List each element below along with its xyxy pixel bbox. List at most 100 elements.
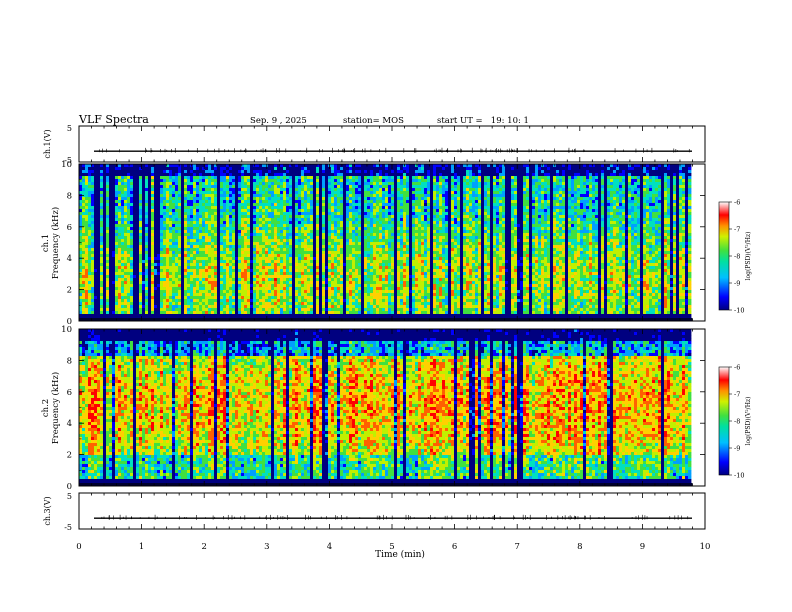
spectrogram-cell — [142, 209, 146, 213]
spectrogram-cell — [184, 314, 188, 318]
spectrogram-cell — [208, 164, 212, 168]
spectrogram-cell — [112, 266, 116, 270]
spectrogram-cell — [100, 188, 104, 192]
spectrogram-cell — [298, 179, 302, 183]
spectrogram-cell — [346, 272, 350, 276]
spectrogram-cell — [349, 299, 353, 303]
spectrogram-cell — [289, 287, 293, 291]
spectrogram-cell — [142, 194, 146, 198]
spectrogram-cell — [253, 218, 257, 222]
spectrogram-cell — [349, 167, 353, 171]
spectrogram-cell — [283, 299, 287, 303]
spectrogram-cell — [124, 263, 128, 267]
spectrogram-cell — [307, 254, 311, 258]
spectrogram-cell — [130, 269, 134, 273]
spectrogram-cell — [295, 218, 299, 222]
spectrogram-cell — [307, 287, 311, 291]
spectrogram-cell — [103, 275, 107, 279]
spectrogram-cell — [109, 269, 113, 273]
spectrogram-cell — [295, 236, 299, 240]
spectrogram-cell — [124, 290, 128, 294]
spectrogram-cell — [169, 314, 173, 318]
spectrogram-cell — [250, 290, 254, 294]
spectrogram-cell — [175, 239, 179, 243]
spectrogram-cell — [85, 281, 89, 285]
spectrogram-cell — [286, 305, 290, 309]
spectrogram-cell — [160, 305, 164, 309]
spectrogram-cell — [307, 296, 311, 300]
spectrogram-cell — [220, 254, 224, 258]
spectrogram-cell — [277, 266, 281, 270]
spectrogram-cell — [139, 185, 143, 189]
spectrogram-cell — [145, 233, 149, 237]
spectrogram-cell — [91, 194, 95, 198]
spectrogram-cell — [328, 173, 332, 177]
spectrogram-cell — [319, 269, 323, 273]
spectrogram-cell — [103, 221, 107, 225]
spectrogram-cell — [349, 305, 353, 309]
spectrogram-cell — [91, 299, 95, 303]
spectrogram-cell — [103, 284, 107, 288]
spectrogram-cell — [316, 167, 320, 171]
spectrogram-cell — [136, 200, 140, 204]
spectrogram-cell — [169, 257, 173, 261]
spectrogram-cell — [259, 191, 263, 195]
spectrogram-cell — [211, 257, 215, 261]
spectrogram-cell — [223, 281, 227, 285]
spectrogram-cell — [97, 233, 101, 237]
spectrogram-cell — [268, 257, 272, 261]
spectrogram-cell — [112, 311, 116, 315]
spectrogram-cell — [145, 290, 149, 294]
spectrogram-cell — [286, 209, 290, 213]
spectrogram-cell — [139, 167, 143, 171]
spectrogram-cell — [166, 224, 170, 228]
spectrogram-cell — [163, 302, 167, 306]
spectrogram-cell — [301, 269, 305, 273]
spectrogram-cell — [136, 275, 140, 279]
spectrogram-cell — [160, 257, 164, 261]
spectrogram-cell — [286, 302, 290, 306]
spectrogram-cell — [139, 269, 143, 273]
spectrogram-cell — [229, 308, 233, 312]
spectrogram-cell — [352, 170, 356, 174]
spectrogram-cell — [88, 173, 92, 177]
spectrogram-cell — [340, 296, 344, 300]
spectrogram-cell — [190, 188, 194, 192]
spectrogram-cell — [202, 179, 206, 183]
spectrogram-cell — [313, 263, 317, 267]
spectrogram-cell — [244, 230, 248, 234]
spectrogram-cell — [250, 233, 254, 237]
spectrogram-cell — [313, 206, 317, 210]
spectrogram-cell — [169, 278, 173, 282]
spectrogram-cell — [229, 266, 233, 270]
spectrogram-cell — [205, 173, 209, 177]
spectrogram-cell — [202, 257, 206, 261]
spectrogram-cell — [130, 254, 134, 258]
spectrogram-cell — [181, 197, 185, 201]
spectrogram-cell — [256, 233, 260, 237]
spectrogram-cell — [202, 191, 206, 195]
spectrogram-cell — [250, 242, 254, 246]
spectrogram-cell — [274, 290, 278, 294]
spectrogram-cell — [205, 275, 209, 279]
spectrogram-cell — [151, 230, 155, 234]
spectrogram-cell — [142, 266, 146, 270]
spectrogram-cell — [187, 176, 191, 180]
spectrogram-cell — [229, 293, 233, 297]
spectrogram-cell — [226, 182, 230, 186]
spectrogram-cell — [112, 278, 116, 282]
spectrogram-cell — [172, 197, 176, 201]
spectrogram-cell — [214, 290, 218, 294]
spectrogram-cell — [247, 263, 251, 267]
spectrogram-cell — [328, 230, 332, 234]
spectrogram-cell — [340, 191, 344, 195]
spectrogram-cell — [232, 278, 236, 282]
spectrogram-cell — [184, 284, 188, 288]
spectrogram-cell — [334, 287, 338, 291]
spectrogram-cell — [331, 308, 335, 312]
spectrogram-cell — [85, 248, 89, 252]
spectrogram-cell — [235, 257, 239, 261]
spectrogram-cell — [256, 284, 260, 288]
spectrogram-cell — [268, 248, 272, 252]
spectrogram-cell — [220, 260, 224, 264]
